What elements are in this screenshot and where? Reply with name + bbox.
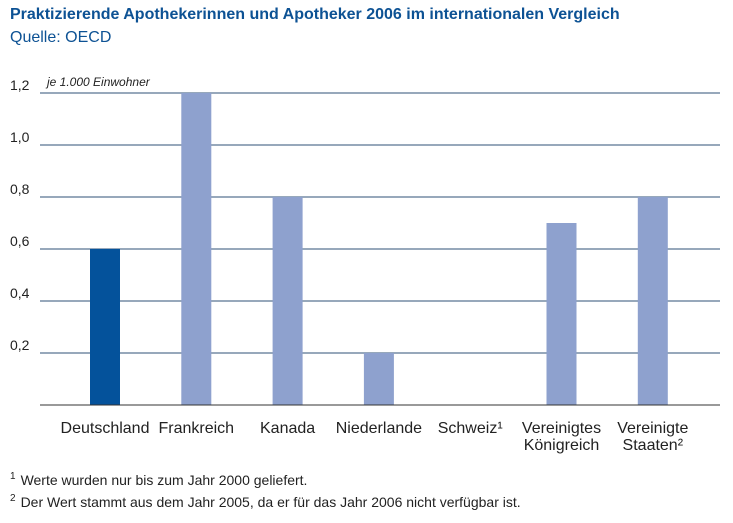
- bar: [363, 353, 394, 405]
- footnote-text: Werte wurden nur bis zum Jahr 2000 gelie…: [20, 472, 308, 488]
- y-tick-label: 0,8: [10, 181, 30, 197]
- footnotes: 1 Werte wurden nur bis zum Jahr 2000 geli…: [10, 466, 521, 510]
- y-tick-label: 1,2: [10, 77, 30, 93]
- axis-labels: 0,2 0,4 0,6 0,8 1,0 1,2 je 1.000 Einwohner Deut…: [10, 75, 688, 454]
- y-tick-label: 1,0: [10, 129, 30, 145]
- x-tick-label: Frankreich: [159, 420, 235, 437]
- footnote-2: 2 Der Wert stammt aus dem Jahr 2005, da e…: [10, 488, 521, 510]
- footnote-text: Der Wert stammt aus dem Jahr 2005, da er…: [20, 494, 521, 510]
- chart-source: Quelle: OECD: [10, 29, 112, 46]
- gridlines: [40, 92, 720, 354]
- bar: [90, 249, 120, 405]
- bar-chart: 0,2 0,4 0,6 0,8 1,0 1,2 je 1.000 Einwohner Deut…: [10, 75, 720, 454]
- x-tick-label: Schweiz¹: [438, 420, 503, 437]
- x-tick-label: Vereinigte Staaten²: [617, 420, 688, 454]
- footnote-mark: 2: [10, 493, 16, 504]
- footnote-1: 1 Werte wurden nur bis zum Jahr 2000 geli…: [10, 466, 521, 488]
- bar: [637, 197, 668, 405]
- x-tick-label: Vereinigtes Königreich: [522, 420, 601, 454]
- x-tick-label: Deutschland: [61, 420, 150, 437]
- bar: [272, 197, 303, 405]
- x-tick-label: Niederlande: [336, 420, 422, 437]
- y-unit-label: je 1.000 Einwohner: [45, 75, 151, 89]
- bar: [546, 223, 577, 405]
- y-tick-label: 0,2: [10, 337, 30, 353]
- footnote-mark: 1: [10, 471, 16, 482]
- bar: [181, 93, 212, 405]
- y-tick-label: 0,6: [10, 233, 30, 249]
- bars: [90, 93, 668, 405]
- chart-title: Praktizierende Apothekerinnen und Apothe…: [10, 6, 620, 23]
- y-tick-label: 0,4: [10, 285, 30, 301]
- x-tick-label: Kanada: [260, 420, 315, 437]
